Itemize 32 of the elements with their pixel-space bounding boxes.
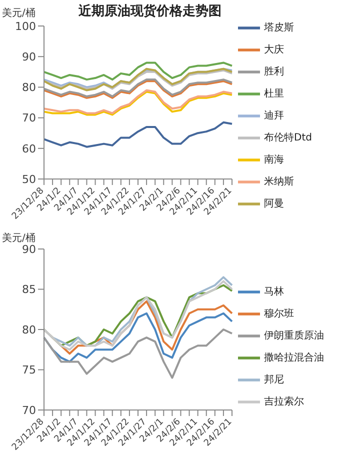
line-series bbox=[43, 62, 233, 81]
legend-label: 吉拉索尔 bbox=[264, 396, 304, 408]
y-tick-label: 50 bbox=[22, 172, 36, 186]
y-tick-label: 75 bbox=[22, 364, 36, 377]
legend-label: 马林 bbox=[264, 286, 284, 298]
y-tick-label: 70 bbox=[22, 112, 36, 125]
legend-label: 阿曼 bbox=[264, 198, 284, 210]
y-axis-title: 美元/桶 bbox=[2, 232, 36, 244]
legend-label: 伊朗重质原油 bbox=[264, 330, 324, 342]
y-tick-label: 80 bbox=[22, 81, 36, 94]
y-axis-title: 美元/桶 bbox=[2, 6, 36, 20]
legend-label: 南海 bbox=[264, 154, 284, 166]
line-series bbox=[43, 121, 233, 148]
legend-label: 布伦特Dtd bbox=[264, 132, 312, 144]
line-series bbox=[43, 328, 233, 379]
legend-label: 大庆 bbox=[264, 44, 284, 56]
legend-label: 穆尔班 bbox=[264, 308, 294, 320]
legend-label: 杜里 bbox=[264, 88, 284, 100]
y-tick-label: 100 bbox=[15, 20, 36, 33]
legend-label: 撒哈拉混合油 bbox=[264, 352, 324, 364]
legend-label: 胜利 bbox=[264, 66, 284, 78]
y-tick-label: 70 bbox=[22, 404, 36, 417]
y-tick-label: 90 bbox=[22, 50, 36, 64]
chart-title: 近期原油现货价格走势图 bbox=[78, 3, 222, 20]
legend-label: 塔皮斯 bbox=[264, 22, 294, 34]
legend-label: 迪拜 bbox=[264, 110, 284, 122]
legend-label: 邦尼 bbox=[264, 374, 284, 386]
y-tick-label: 80 bbox=[22, 323, 36, 336]
y-tick-label: 60 bbox=[22, 142, 36, 156]
y-tick-label: 90 bbox=[22, 242, 36, 256]
legend-label: 米纳斯 bbox=[264, 176, 294, 188]
y-tick-label: 85 bbox=[22, 283, 36, 296]
